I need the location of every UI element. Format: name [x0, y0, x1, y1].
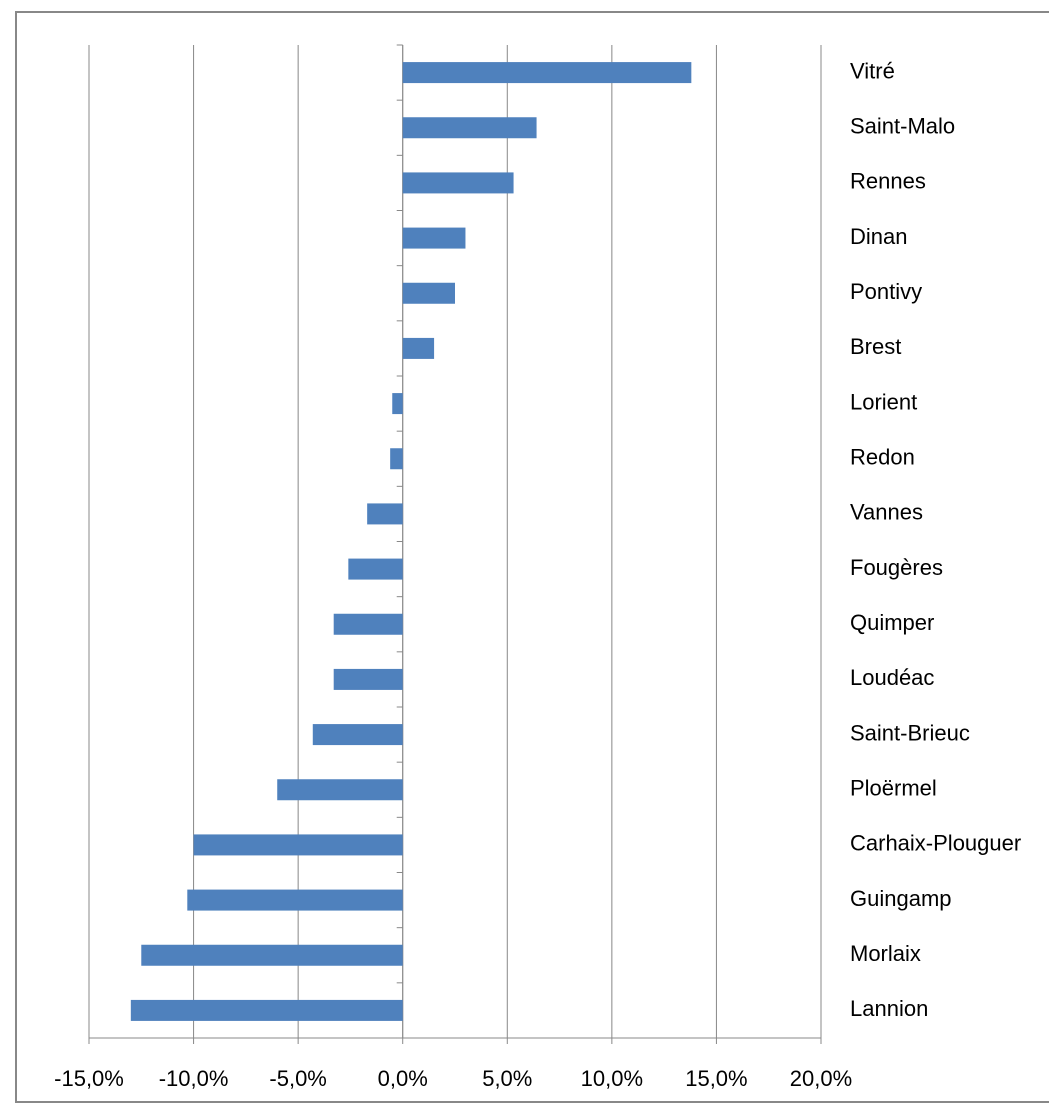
bar	[402, 282, 455, 304]
bar	[312, 724, 403, 746]
bar	[333, 613, 403, 635]
bar	[348, 558, 403, 580]
category-label: Quimper	[850, 610, 934, 635]
x-tick-label: 10,0%	[581, 1066, 643, 1091]
category-label: Fougères	[850, 555, 943, 580]
category-label: Redon	[850, 445, 915, 470]
bar	[367, 503, 403, 525]
x-tick-label: -5,0%	[269, 1066, 326, 1091]
bar	[187, 889, 403, 911]
bar	[333, 668, 403, 690]
category-label: Vannes	[850, 500, 923, 525]
category-label: Lannion	[850, 996, 928, 1021]
x-tick-label: 15,0%	[685, 1066, 747, 1091]
bar	[130, 999, 403, 1021]
category-label: Brest	[850, 334, 901, 359]
x-tick-label: -15,0%	[54, 1066, 124, 1091]
bar	[402, 117, 537, 139]
category-label: Saint-Malo	[850, 114, 955, 139]
bar	[141, 944, 403, 966]
category-label: Carhaix-Plouguer	[850, 831, 1021, 856]
category-label: Guingamp	[850, 886, 952, 911]
category-label: Ploërmel	[850, 776, 937, 801]
category-label: Loudéac	[850, 665, 934, 690]
bar	[402, 62, 692, 84]
x-tick-label: 20,0%	[790, 1066, 852, 1091]
x-tick-label: 5,0%	[482, 1066, 532, 1091]
category-label: Rennes	[850, 169, 926, 194]
category-label: Dinan	[850, 224, 907, 249]
bar	[402, 172, 514, 194]
category-label: Pontivy	[850, 279, 922, 304]
category-label: Morlaix	[850, 941, 921, 966]
x-tick-label: -10,0%	[159, 1066, 229, 1091]
bar	[392, 393, 403, 415]
bar	[402, 337, 435, 359]
x-tick-label: 0,0%	[378, 1066, 428, 1091]
bar	[277, 779, 403, 801]
category-label: Lorient	[850, 389, 917, 414]
category-label: Saint-Brieuc	[850, 720, 970, 745]
bar	[390, 448, 403, 470]
chart-frame	[15, 11, 1049, 1103]
bar	[193, 834, 403, 856]
bar	[402, 227, 466, 249]
category-label: Vitré	[850, 58, 895, 83]
